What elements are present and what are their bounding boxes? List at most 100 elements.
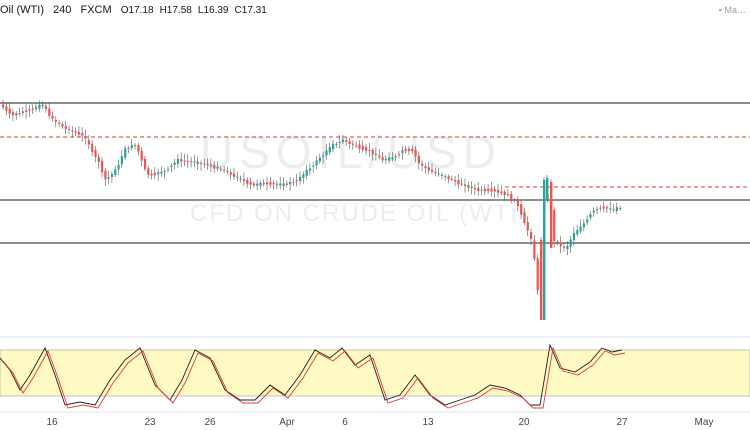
candle [516,196,519,212]
candle-body [467,184,470,188]
candle-body [328,146,331,153]
candle [407,146,411,155]
candle-body [546,178,549,200]
candle-body [365,147,368,151]
candle-body [480,189,483,191]
candle [447,174,450,184]
candle [361,140,364,153]
candle [150,169,153,180]
stochastic-pane [0,336,750,413]
candle [596,206,599,215]
candle-body [559,242,562,247]
candle [71,126,74,138]
candle [302,171,305,184]
candle-body [592,210,595,213]
candle-body [361,145,364,150]
candle [266,176,269,191]
candle [299,171,302,185]
candle [5,102,8,116]
candle-body [219,168,222,170]
candle [569,235,572,253]
candle-body [77,131,81,135]
candle [196,156,199,170]
candle-body [605,207,609,209]
candle-body [404,149,407,152]
candle-body [536,258,539,291]
candle [167,166,170,173]
candle-body [61,124,64,127]
x-axis-label: 20 [518,417,530,428]
candle-body [25,110,28,112]
indicator-label[interactable]: ▪ Ma… [718,5,746,15]
candle-body [437,173,440,175]
candle [540,237,543,320]
x-axis-label: Apr [279,417,295,428]
candle [269,176,272,189]
x-axis-label: 26 [204,417,216,428]
candle-body [473,187,477,190]
candle [328,142,331,155]
candle [490,181,493,197]
candle [506,188,510,198]
candle-body [460,183,463,185]
candle-body [421,163,424,166]
candle [239,175,242,183]
candle-body [196,161,199,164]
candle-body [107,177,110,179]
candle [236,171,239,182]
candle-body [500,191,503,194]
candle-body [183,160,186,162]
candle-body [516,200,519,207]
candle-body [305,169,308,176]
candle-body [81,133,84,136]
candle [586,215,589,226]
candle-body [87,140,90,145]
candle-body [200,162,203,164]
candle-body [229,172,232,175]
candle [91,140,94,156]
candle-body [269,181,272,185]
candle [176,154,180,168]
candle [533,235,536,261]
candle [81,127,84,142]
candle [160,166,163,177]
candle-body [602,206,605,209]
x-axis-label: 6 [342,417,348,428]
legend-symbol[interactable]: Oil (WTI) [0,4,44,16]
candle [282,177,285,191]
candle [444,173,447,181]
candle [421,159,424,172]
candle-body [523,212,526,223]
candle-body [163,170,166,172]
candle [434,167,437,177]
candle-body [127,148,130,150]
candle [401,145,404,160]
candle [143,155,147,172]
legend-low: L16.39 [197,5,229,16]
candle-body [384,158,387,161]
candle-body [295,180,298,182]
x-axis-label: 13 [422,417,434,428]
candle-body [470,186,473,189]
candle [341,135,345,145]
candle-body [31,108,34,110]
candle-body [292,181,295,183]
candle-body [431,169,434,172]
legend-interval[interactable]: 240 [53,4,72,16]
candle-body [38,104,41,109]
candle [101,157,104,178]
candle-body [117,164,120,170]
candle-body [464,184,467,186]
candle-body [338,142,341,144]
candle [335,141,338,148]
candle [110,171,114,183]
candle-body [213,164,216,169]
candle [87,135,90,150]
candle [54,116,57,128]
candle [487,184,490,195]
candle-body [48,108,51,117]
candle [190,156,193,168]
candle [200,160,203,171]
